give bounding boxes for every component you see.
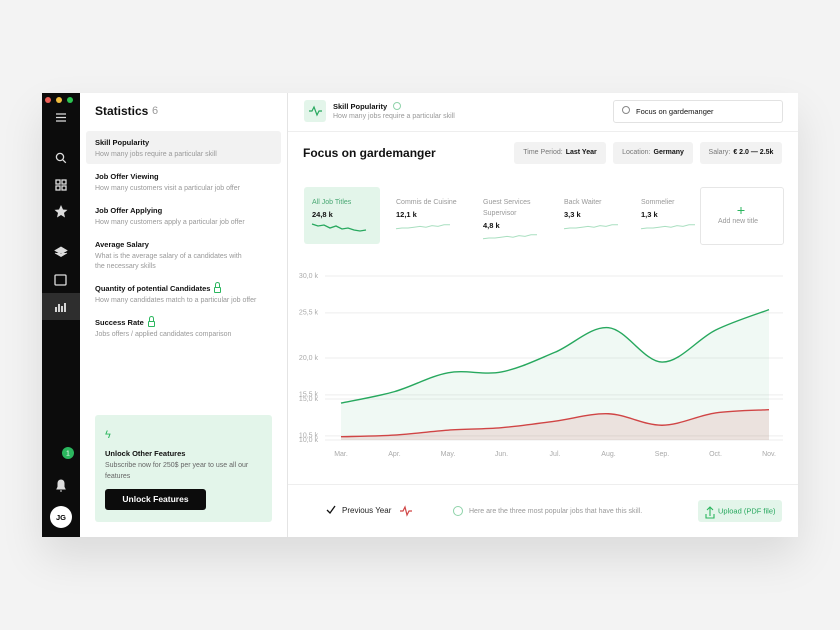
star-icon[interactable]: [54, 205, 68, 218]
promo-text: Subscribe now for 250$ per year to use a…: [105, 462, 249, 480]
card-value: 1,3 k: [641, 210, 658, 219]
menu-item-subtitle: How many jobs require a particular skill: [95, 151, 217, 158]
sidebar-icons: 1 JG: [42, 97, 80, 548]
card-title[interactable]: All Job Titles: [312, 199, 352, 206]
bell-icon[interactable]: [56, 479, 66, 492]
card-title[interactable]: Guest Services Supervisor: [483, 199, 531, 217]
card-title[interactable]: Commis de Cuisine: [396, 199, 457, 206]
menu-item-title[interactable]: Job Offer Applying: [95, 206, 163, 215]
zoom-dot[interactable]: [67, 97, 73, 103]
filter-value: Last Year: [565, 149, 597, 156]
selected-item[interactable]: [86, 131, 281, 164]
card-value: 3,3 k: [564, 210, 581, 219]
search-box[interactable]: [613, 100, 783, 123]
minimize-dot[interactable]: [56, 97, 62, 103]
filter-label: Time Period:: [523, 149, 563, 156]
grid-icon[interactable]: [55, 179, 67, 191]
card-title[interactable]: Back Waiter: [564, 199, 602, 206]
filter-value: € 2.0 — 2.5k: [733, 149, 774, 156]
upload-button[interactable]: [698, 500, 782, 522]
card-selected[interactable]: [304, 187, 380, 244]
close-dot[interactable]: [45, 97, 51, 103]
card-title[interactable]: Sommelier: [641, 199, 675, 206]
unlock-button[interactable]: Unlock Features: [105, 489, 206, 510]
panel-divider: [287, 93, 288, 537]
filter-value: Germany: [653, 149, 684, 156]
filter-chip[interactable]: Salary: € 2.0 — 2.5k: [700, 142, 782, 164]
card-value: 24,8 k: [312, 210, 333, 219]
header-divider: [288, 131, 798, 132]
card-value: 12,1 k: [396, 210, 417, 219]
add-card[interactable]: [700, 187, 784, 245]
filter-label: Salary:: [708, 149, 731, 156]
card-value: 4,8 k: [483, 221, 500, 230]
promo-icon: ϟ: [105, 429, 111, 441]
avatar[interactable]: [50, 506, 72, 528]
active-tab[interactable]: [42, 293, 80, 320]
filter-chip[interactable]: Location: Germany: [613, 142, 693, 164]
header-subtitle: How many jobs require a particular skill: [333, 113, 455, 120]
lock-shackle: [148, 316, 154, 321]
app-window: 1 JG Statistics 6 Skill Popularity How many…: [42, 93, 798, 548]
menu-item-subtitle: Jobs offers / applied candidates compari…: [95, 331, 232, 338]
layers-icon[interactable]: [54, 246, 68, 257]
lock-shackle: [215, 282, 221, 287]
main-heading: Focus on gardemanger: [303, 146, 436, 160]
search-icon[interactable]: [55, 152, 67, 164]
panel-title: Statistics: [95, 104, 149, 118]
add-card-label[interactable]: Add new title: [718, 218, 759, 225]
menu-item-subtitle: How many customers visit a particular jo…: [95, 185, 240, 192]
menu-item-title[interactable]: Job Offer Viewing: [95, 172, 159, 181]
menu-item-title[interactable]: Skill Popularity: [95, 138, 150, 147]
badge: [62, 447, 74, 459]
search-icon: [622, 106, 630, 114]
sidebar: 1 JG: [42, 93, 80, 548]
search-text[interactable]: Focus on gardemanger: [636, 107, 714, 116]
header-title: Skill Popularity: [333, 102, 388, 111]
filter-label: Location:: [622, 149, 651, 156]
lock-icon: [147, 321, 155, 327]
menu-item-title[interactable]: Average Salary: [95, 240, 149, 249]
menu-icon[interactable]: [56, 113, 66, 122]
promo-title: Unlock Other Features: [105, 449, 186, 458]
menu-item-title[interactable]: Quantity of potential Candidates: [95, 284, 211, 293]
panel-count: 6: [152, 105, 159, 117]
lock-icon: [214, 287, 222, 293]
menu-item-subtitle: How many customers apply a particular jo…: [95, 219, 245, 226]
menu-item-title[interactable]: Success Rate: [95, 318, 144, 327]
menu-item-subtitle: How many candidates match to a particula…: [95, 297, 257, 304]
menu-item-subtitle: What is the average salary of a candidat…: [95, 253, 242, 270]
badge-count: 1: [66, 451, 70, 458]
avatar-initials: JG: [56, 513, 66, 522]
calendar-icon[interactable]: [54, 274, 67, 286]
footer-divider: [288, 484, 798, 485]
filter-chip[interactable]: Time Period: Last Year: [514, 142, 606, 164]
stats-icon: [55, 303, 66, 312]
header-icon: [304, 100, 326, 122]
info-icon[interactable]: [393, 102, 401, 110]
